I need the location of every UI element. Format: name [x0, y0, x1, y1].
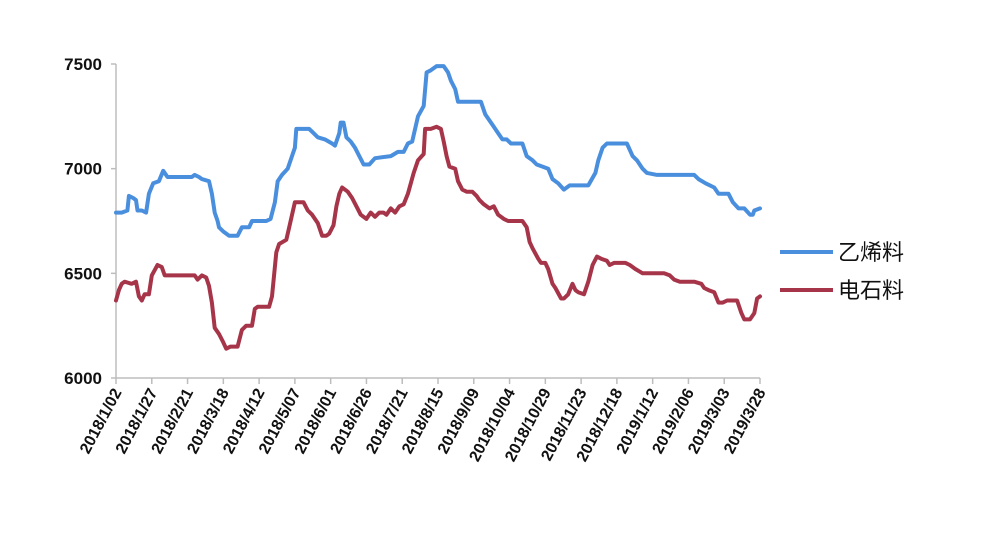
y-tick-label: 7500	[64, 55, 102, 74]
plot-area: 6000 6500 7000 7500 2018/1/022018/1/272018/…	[64, 55, 769, 465]
y-axis-ticks: 6000 6500 7000 7500	[64, 55, 116, 388]
series-line-1	[114, 64, 762, 238]
series-line-2	[114, 124, 762, 351]
legend-label-2: 电石料	[838, 279, 904, 304]
x-axis-ticks: 2018/1/022018/1/272018/2/212018/3/182018…	[77, 378, 770, 465]
y-tick-label: 6500	[64, 264, 102, 283]
series-lines	[114, 64, 762, 351]
legend-label-1: 乙烯料	[838, 241, 904, 266]
y-tick-label: 6000	[64, 369, 102, 388]
y-tick-label: 7000	[64, 160, 102, 179]
